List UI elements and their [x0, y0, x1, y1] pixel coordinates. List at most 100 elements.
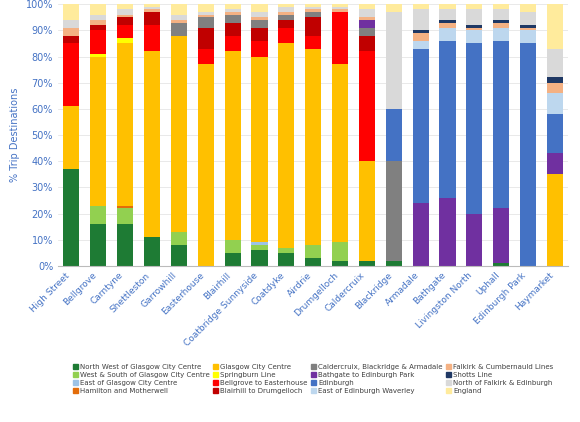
Bar	[305, 4, 321, 7]
Bar	[224, 253, 241, 266]
Bar	[198, 15, 214, 17]
Bar	[278, 12, 295, 15]
Bar	[171, 22, 187, 35]
Bar	[466, 214, 483, 266]
Bar	[90, 30, 106, 54]
Bar	[520, 12, 536, 25]
Bar	[547, 78, 563, 83]
Bar	[171, 15, 187, 20]
Bar	[144, 25, 160, 51]
Bar	[63, 4, 79, 20]
Bar	[440, 22, 455, 28]
Bar	[332, 7, 348, 9]
Y-axis label: % Trip Destinations: % Trip Destinations	[10, 88, 20, 182]
Bar	[90, 4, 106, 15]
Bar	[412, 33, 429, 41]
Bar	[359, 9, 375, 17]
Bar	[278, 20, 295, 28]
Bar	[144, 51, 160, 237]
Bar	[117, 208, 133, 224]
Bar	[90, 206, 106, 224]
Bar	[198, 17, 214, 28]
Bar	[224, 4, 241, 9]
Bar	[198, 4, 214, 12]
Bar	[171, 4, 187, 15]
Legend: North West of Glasgow City Centre, West & South of Glasgow City Centre, East of : North West of Glasgow City Centre, West …	[73, 363, 553, 394]
Bar	[547, 49, 563, 78]
Bar	[493, 41, 509, 208]
Bar	[171, 35, 187, 232]
Bar	[63, 169, 79, 266]
Bar	[198, 65, 214, 266]
Bar	[493, 4, 509, 9]
Bar	[440, 41, 455, 198]
Bar	[224, 35, 241, 51]
Bar	[412, 4, 429, 9]
Bar	[520, 25, 536, 28]
Bar	[224, 240, 241, 253]
Bar	[440, 4, 455, 9]
Bar	[332, 12, 348, 65]
Bar	[412, 9, 429, 30]
Bar	[90, 25, 106, 30]
Bar	[171, 20, 187, 22]
Bar	[305, 258, 321, 266]
Bar	[224, 22, 241, 35]
Bar	[386, 12, 402, 109]
Bar	[493, 263, 509, 266]
Bar	[386, 109, 402, 161]
Bar	[332, 261, 348, 266]
Bar	[90, 57, 106, 206]
Bar	[251, 57, 267, 242]
Bar	[493, 208, 509, 263]
Bar	[251, 28, 267, 41]
Bar	[386, 161, 402, 261]
Bar	[251, 41, 267, 57]
Bar	[251, 17, 267, 20]
Bar	[466, 9, 483, 25]
Bar	[171, 232, 187, 245]
Bar	[493, 20, 509, 22]
Bar	[440, 9, 455, 20]
Bar	[117, 43, 133, 206]
Bar	[198, 28, 214, 49]
Bar	[332, 9, 348, 12]
Bar	[547, 114, 563, 153]
Bar	[359, 20, 375, 28]
Bar	[278, 4, 295, 7]
Bar	[278, 43, 295, 248]
Bar	[466, 30, 483, 43]
Bar	[117, 224, 133, 266]
Bar	[117, 15, 133, 17]
Bar	[412, 203, 429, 266]
Bar	[63, 106, 79, 169]
Bar	[493, 9, 509, 20]
Bar	[466, 43, 483, 214]
Bar	[305, 12, 321, 17]
Bar	[117, 25, 133, 38]
Bar	[90, 54, 106, 57]
Bar	[251, 242, 267, 245]
Bar	[90, 20, 106, 25]
Bar	[224, 15, 241, 22]
Bar	[224, 9, 241, 12]
Bar	[278, 15, 295, 20]
Bar	[305, 49, 321, 245]
Bar	[520, 43, 536, 266]
Bar	[251, 245, 267, 250]
Bar	[117, 17, 133, 25]
Bar	[117, 38, 133, 43]
Bar	[547, 153, 563, 174]
Bar	[198, 49, 214, 65]
Bar	[466, 25, 483, 28]
Bar	[251, 250, 267, 266]
Bar	[144, 4, 160, 7]
Bar	[251, 12, 267, 17]
Bar	[520, 30, 536, 43]
Bar	[386, 261, 402, 266]
Bar	[440, 198, 455, 266]
Bar	[305, 7, 321, 9]
Bar	[359, 4, 375, 9]
Bar	[305, 17, 321, 35]
Bar	[547, 93, 563, 114]
